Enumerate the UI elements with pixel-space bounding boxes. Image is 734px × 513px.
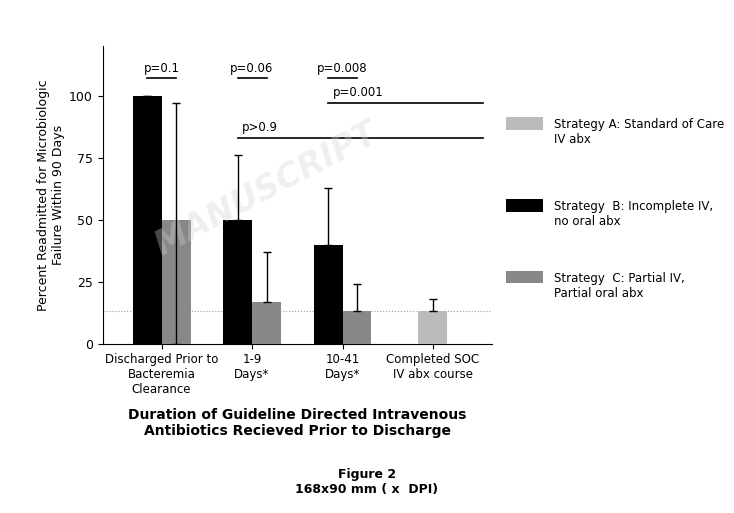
Bar xyxy=(161,220,191,344)
Text: p=0.06: p=0.06 xyxy=(230,62,274,75)
Text: Strategy  B: Incomplete IV,
no oral abx: Strategy B: Incomplete IV, no oral abx xyxy=(554,200,713,228)
Text: MANUSCRIPT: MANUSCRIPT xyxy=(149,116,383,262)
Bar xyxy=(252,302,281,344)
Y-axis label: Percent Readmitted for Microbiologic
Failure Within 90 Days: Percent Readmitted for Microbiologic Fai… xyxy=(37,79,65,311)
Bar xyxy=(223,220,252,344)
X-axis label: Duration of Guideline Directed Intravenous
Antibiotics Recieved Prior to Dischar: Duration of Guideline Directed Intraveno… xyxy=(128,407,467,438)
Text: p=0.008: p=0.008 xyxy=(317,62,368,75)
Text: p=0.1: p=0.1 xyxy=(144,62,180,75)
Text: p>0.9: p>0.9 xyxy=(242,121,278,134)
Text: Strategy  C: Partial IV,
Partial oral abx: Strategy C: Partial IV, Partial oral abx xyxy=(554,272,685,300)
Text: Strategy A: Standard of Care
IV abx: Strategy A: Standard of Care IV abx xyxy=(554,118,724,146)
Text: p=0.001: p=0.001 xyxy=(333,87,383,100)
Bar xyxy=(418,311,448,344)
Bar xyxy=(133,96,161,344)
Bar xyxy=(313,245,343,344)
Bar xyxy=(343,311,371,344)
Text: Figure 2
168x90 mm ( x  DPI): Figure 2 168x90 mm ( x DPI) xyxy=(296,468,438,496)
